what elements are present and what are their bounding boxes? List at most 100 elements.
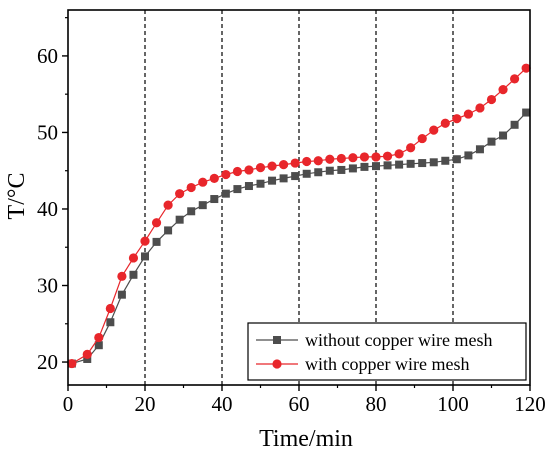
y-tick-label: 40 xyxy=(37,197,58,221)
data-point-circle xyxy=(463,109,473,119)
data-point-circle xyxy=(359,152,370,162)
x-tick-label: 100 xyxy=(437,392,469,416)
data-point-circle xyxy=(382,151,393,161)
y-tick-label: 50 xyxy=(37,120,58,144)
data-point-square xyxy=(94,341,103,350)
data-point-square xyxy=(441,156,450,165)
data-point-square xyxy=(464,151,473,160)
data-point-circle xyxy=(82,349,92,359)
data-point-square xyxy=(348,164,357,173)
data-point-square xyxy=(360,162,369,171)
data-point-circle xyxy=(279,159,289,170)
data-point-square xyxy=(198,201,207,210)
data-point-circle xyxy=(67,358,77,369)
data-point-circle xyxy=(336,153,346,164)
data-point-circle xyxy=(232,166,242,177)
data-point-circle xyxy=(521,63,531,73)
data-point-square xyxy=(406,159,415,168)
data-point-square xyxy=(510,120,519,129)
y-tick-label: 60 xyxy=(37,44,58,68)
data-point-circle xyxy=(440,118,450,128)
x-tick-label: 0 xyxy=(63,392,74,416)
data-point-circle xyxy=(151,218,162,228)
data-point-square xyxy=(106,318,115,327)
legend: without copper wire mesh with copper wire… xyxy=(247,322,527,381)
data-point-square xyxy=(141,252,149,261)
series-line-1 xyxy=(71,112,527,365)
data-point-square xyxy=(418,159,427,168)
data-point-square xyxy=(325,166,334,175)
data-point-circle xyxy=(417,133,427,144)
data-point-square xyxy=(233,185,242,194)
data-point-square xyxy=(164,226,173,235)
data-point-square xyxy=(499,131,508,140)
data-point-square xyxy=(291,172,300,181)
data-point-circle xyxy=(498,84,508,95)
data-point-square xyxy=(475,145,484,154)
data-point-square xyxy=(429,158,438,167)
x-tick-label: 40 xyxy=(212,392,233,416)
data-point-square xyxy=(337,165,346,174)
data-point-square xyxy=(256,179,265,188)
data-point-circle xyxy=(452,114,462,124)
data-point-square xyxy=(302,169,311,178)
data-point-circle xyxy=(475,103,485,113)
data-point-circle xyxy=(290,158,300,168)
legend-marker-square xyxy=(273,336,281,344)
x-axis-title: Time/min xyxy=(259,426,353,452)
x-tick-label: 120 xyxy=(514,392,546,416)
data-point-square xyxy=(452,155,461,164)
data-point-square xyxy=(152,237,161,246)
data-point-circle xyxy=(117,271,127,281)
data-point-square xyxy=(279,174,288,183)
y-axis-ticks: 20 30 40 50 60 xyxy=(37,17,68,374)
x-tick-label: 60 xyxy=(289,392,310,416)
data-point-circle xyxy=(209,173,219,183)
data-point-circle xyxy=(348,153,358,163)
data-point-square xyxy=(383,161,392,170)
data-point-square xyxy=(372,162,380,171)
data-point-circle xyxy=(371,152,381,162)
data-point-circle xyxy=(406,143,416,153)
data-point-circle xyxy=(94,332,104,343)
data-point-square xyxy=(244,182,253,191)
legend-marker-circle xyxy=(272,359,282,369)
x-axis-ticks: 0 20 40 60 80 100 120 xyxy=(63,385,546,416)
data-point-circle xyxy=(163,200,173,210)
data-point-square xyxy=(210,195,219,204)
data-point-square xyxy=(175,215,184,224)
data-point-circle xyxy=(313,156,323,166)
y-axis-title: T/°C xyxy=(4,173,30,220)
series-line-2 xyxy=(71,67,527,365)
data-point-circle xyxy=(509,74,520,84)
data-point-square xyxy=(221,189,230,198)
data-point-circle xyxy=(140,236,150,246)
data-point-circle xyxy=(325,154,335,164)
x-tick-label: 80 xyxy=(366,392,387,416)
data-point-square xyxy=(522,108,531,117)
y-tick-label: 20 xyxy=(37,350,58,374)
data-point-circle xyxy=(394,149,404,159)
data-point-circle xyxy=(175,189,185,199)
data-point-circle xyxy=(255,163,266,173)
y-tick-label: 30 xyxy=(37,274,58,298)
data-point-square xyxy=(129,270,138,279)
data-point-circle xyxy=(486,94,497,105)
data-point-square xyxy=(487,137,496,146)
legend-label-2: with copper wire mesh xyxy=(305,354,469,374)
data-point-circle xyxy=(244,165,254,175)
data-point-circle xyxy=(105,303,115,314)
data-point-circle xyxy=(267,161,277,171)
data-point-square xyxy=(314,168,323,177)
legend-box xyxy=(247,322,527,381)
data-point-circle xyxy=(302,156,312,167)
data-point-square xyxy=(117,290,126,299)
data-point-circle xyxy=(429,125,439,135)
data-point-square xyxy=(395,160,404,169)
data-point-circle xyxy=(198,177,208,187)
data-point-square xyxy=(187,207,196,216)
data-point-circle xyxy=(128,253,139,263)
data-point-circle xyxy=(221,169,231,180)
data-point-square xyxy=(268,176,277,185)
